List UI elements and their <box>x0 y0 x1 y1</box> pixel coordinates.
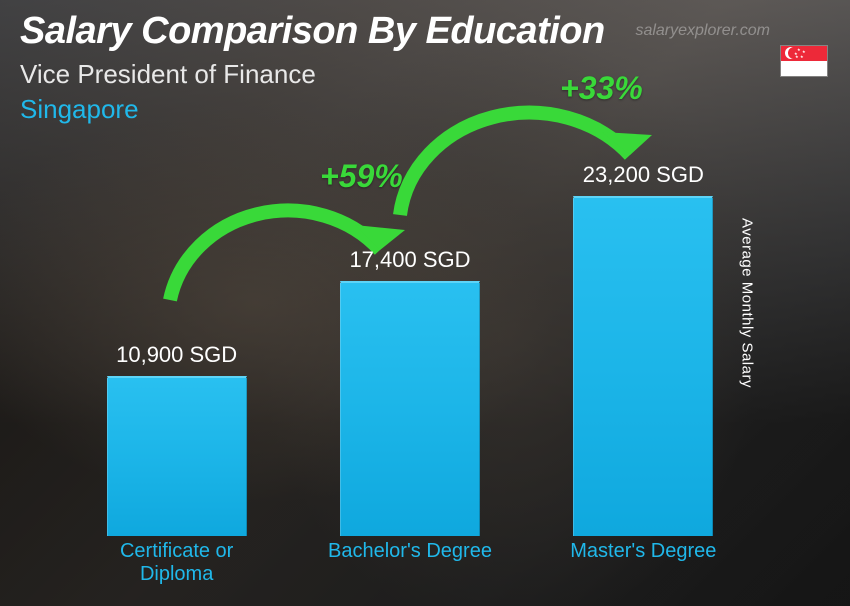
bar-value: 10,900 SGD <box>116 342 237 368</box>
increase-label: +33% <box>560 70 643 107</box>
bar <box>573 196 713 536</box>
bar <box>340 281 480 536</box>
bar-value: 17,400 SGD <box>349 247 470 273</box>
bar-value: 23,200 SGD <box>583 162 704 188</box>
flag-icon: ★ ★ ★ ★ ★ <box>780 45 828 77</box>
bar-group: 17,400 SGD <box>320 247 500 536</box>
bar-group: 10,900 SGD <box>87 342 267 536</box>
bar-chart: +59% +33% 10,900 SGD17,400 SGD23,200 SGD… <box>60 150 760 586</box>
bar-group: 23,200 SGD <box>553 162 733 536</box>
bar-label: Master's Degree <box>553 536 733 586</box>
bars-container: 10,900 SGD 17,400 SGD 23,200 SGD <box>60 150 760 536</box>
labels-container: Certificate or Diploma Bachelor's Degree M… <box>60 536 760 586</box>
bar-label: Certificate or Diploma <box>87 536 267 586</box>
bar <box>107 376 247 536</box>
bar-label: Bachelor's Degree <box>320 536 500 586</box>
